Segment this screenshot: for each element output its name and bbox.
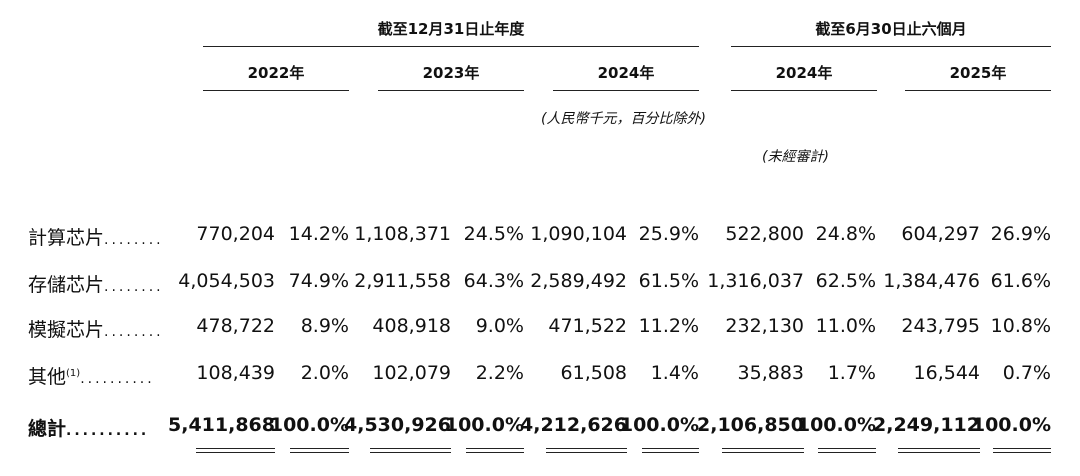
cell-2025-h1-amount: 2,249,112	[873, 414, 980, 436]
total-double-underline	[993, 448, 1051, 453]
cell-2023-pct: 64.3%	[463, 270, 524, 292]
total-double-underline	[370, 448, 451, 453]
cell-2022-pct: 8.9%	[300, 315, 349, 337]
cell-2025-h1-amount: 243,795	[901, 315, 980, 337]
leader-dots: ........	[104, 232, 164, 248]
cell-2022-amount: 108,439	[196, 362, 275, 384]
cell-2022-pct: 2.0%	[300, 362, 349, 384]
unaudited-note: (未經審計)	[762, 149, 829, 165]
cell-2025-h1-pct: 26.9%	[990, 223, 1051, 245]
cell-2025-h1-amount: 16,544	[913, 362, 980, 384]
cell-2025-h1-amount: 604,297	[901, 223, 980, 245]
row-label: 存儲芯片........	[28, 270, 164, 297]
cell-2022-pct: 14.2%	[288, 223, 349, 245]
cell-2023-amount: 408,918	[372, 315, 451, 337]
cell-2024-amount: 471,522	[548, 315, 627, 337]
cell-2025-h1-pct: 10.8%	[990, 315, 1051, 337]
cell-2023-amount: 2,911,558	[354, 270, 451, 292]
leader-dots: ..........	[80, 371, 155, 387]
year-header-2023: 2023年	[422, 64, 480, 82]
cell-2024-amount: 2,589,492	[530, 270, 627, 292]
cell-2024-h1-amount: 1,316,037	[707, 270, 804, 292]
total-double-underline	[466, 448, 524, 453]
row-label-text: 模擬芯片	[28, 319, 105, 341]
cell-2024-amount: 1,090,104	[530, 223, 627, 245]
cell-2022-amount: 5,411,868	[168, 414, 275, 436]
group-header-six-months: 截至6月30日止六個月	[815, 20, 967, 38]
year-rule-2025-h1	[905, 90, 1051, 91]
cell-2022-amount: 4,054,503	[178, 270, 275, 292]
total-double-underline	[722, 448, 804, 453]
group-header-fiscal-year: 截至12月31日止年度	[377, 20, 525, 38]
year-rule-2023	[378, 90, 524, 91]
cell-2022-pct: 100.0%	[269, 414, 349, 436]
footnote-marker: (1)	[66, 368, 81, 379]
cell-2023-pct: 2.2%	[475, 362, 524, 384]
cell-2025-h1-pct: 100.0%	[971, 414, 1051, 436]
cell-2024-h1-pct: 62.5%	[815, 270, 876, 292]
row-label-text: 存儲芯片	[28, 274, 105, 296]
cell-2023-amount: 1,108,371	[354, 223, 451, 245]
year-rule-2024-h1	[731, 90, 877, 91]
total-double-underline	[290, 448, 349, 453]
total-double-underline	[818, 448, 876, 453]
cell-2024-pct: 1.4%	[650, 362, 699, 384]
cell-2025-h1-pct: 0.7%	[1002, 362, 1051, 384]
cell-2024-h1-amount: 35,883	[737, 362, 804, 384]
cell-2024-h1-pct: 24.8%	[815, 223, 876, 245]
row-label: 計算芯片........	[28, 223, 164, 250]
year-header-2024-h1: 2024年	[775, 64, 833, 82]
cell-2023-amount: 4,530,926	[344, 414, 451, 436]
cell-2024-h1-amount: 2,106,850	[697, 414, 804, 436]
cell-2024-h1-amount: 522,800	[725, 223, 804, 245]
cell-2024-amount: 61,508	[560, 362, 627, 384]
cell-2024-pct: 61.5%	[638, 270, 699, 292]
cell-2024-pct: 11.2%	[638, 315, 699, 337]
cell-2024-pct: 25.9%	[638, 223, 699, 245]
year-header-2025-h1: 2025年	[949, 64, 1007, 82]
total-double-underline	[196, 448, 275, 453]
cell-2024-h1-amount: 232,130	[725, 315, 804, 337]
cell-2024-amount: 4,212,626	[520, 414, 627, 436]
leader-dots: ........	[104, 324, 164, 340]
leader-dots: ..........	[66, 423, 150, 439]
currency-note: (人民幣千元，百分比除外)	[541, 111, 706, 127]
row-label: 總計..........	[28, 414, 149, 441]
cell-2024-h1-pct: 11.0%	[815, 315, 876, 337]
total-double-underline	[898, 448, 980, 453]
total-double-underline	[642, 448, 699, 453]
cell-2023-pct: 24.5%	[463, 223, 524, 245]
group-rule-fiscal-year	[203, 46, 699, 47]
cell-2025-h1-amount: 1,384,476	[883, 270, 980, 292]
cell-2022-amount: 770,204	[196, 223, 275, 245]
year-rule-2024	[553, 90, 699, 91]
row-label: 其他(1)..........	[28, 362, 155, 389]
cell-2024-h1-pct: 100.0%	[796, 414, 876, 436]
cell-2024-h1-pct: 1.7%	[827, 362, 876, 384]
year-header-2024: 2024年	[597, 64, 655, 82]
row-label: 模擬芯片........	[28, 315, 164, 342]
cell-2023-pct: 9.0%	[475, 315, 524, 337]
cell-2023-amount: 102,079	[372, 362, 451, 384]
leader-dots: ........	[104, 279, 164, 295]
total-double-underline	[546, 448, 627, 453]
year-rule-2022	[203, 90, 349, 91]
group-rule-six-months	[731, 46, 1051, 47]
row-label-text: 總計	[28, 418, 67, 440]
row-label-text: 其他	[28, 366, 67, 388]
cell-2022-pct: 74.9%	[288, 270, 349, 292]
cell-2023-pct: 100.0%	[444, 414, 524, 436]
year-header-2022: 2022年	[247, 64, 305, 82]
row-label-text: 計算芯片	[28, 227, 105, 249]
cell-2025-h1-pct: 61.6%	[990, 270, 1051, 292]
cell-2022-amount: 478,722	[196, 315, 275, 337]
cell-2024-pct: 100.0%	[619, 414, 699, 436]
